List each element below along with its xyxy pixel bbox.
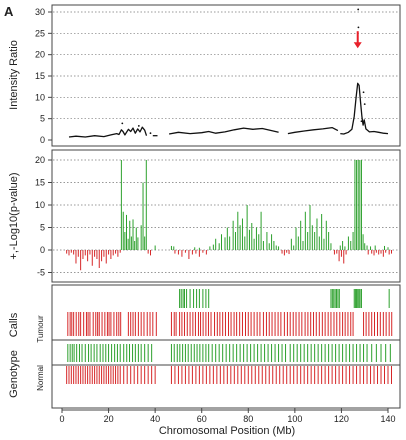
pvalue-y-tick-label: 5	[40, 223, 45, 233]
x-tick-label: 40	[150, 414, 160, 424]
pvalue-y-ticks: -5 0 5 10 15 20	[35, 155, 52, 278]
x-tick-label: 80	[243, 414, 253, 424]
pvalue-y-tick-label: -5	[37, 268, 45, 278]
intensity-outlier-point	[149, 132, 152, 135]
intensity-y-tick-label: 20	[35, 50, 45, 60]
intensity-outlier-point	[360, 120, 363, 123]
pvalue-y-tick-label: 10	[35, 200, 45, 210]
intensity-gridlines	[53, 11, 399, 120]
peak-arrow	[353, 31, 362, 49]
pvalue-y-tick-label: 0	[40, 245, 45, 255]
x-tick-label: 140	[380, 414, 395, 424]
pvalue-frame	[51, 149, 401, 283]
intensity-y-tick-label: 10	[35, 92, 45, 102]
calls-frame	[51, 284, 401, 366]
arrow-head	[353, 42, 362, 49]
x-axis-label: Chromosomal Position (Mb)	[159, 425, 295, 437]
pvalue-y-tick-label: 20	[35, 155, 45, 165]
intensity-outliers	[121, 8, 366, 135]
intensity-y-tick-label: 0	[40, 135, 45, 145]
intensity-outlier-point	[357, 26, 360, 29]
intensity-frame	[51, 4, 401, 147]
pvalue-y-label: +,-Log10(p-value)	[8, 172, 20, 259]
intensity-y-tick-label: 30	[35, 7, 45, 17]
genotype-track-label: Normal	[36, 365, 45, 391]
intensity-line-segment	[68, 126, 148, 138]
calls-ticks	[67, 289, 393, 336]
intensity-outlier-point	[357, 8, 360, 11]
genotype-y-label: Genotype	[8, 350, 20, 398]
x-tick-label: 0	[59, 414, 64, 424]
calls-y-label: Calls	[8, 312, 20, 337]
intensity-y-ticks: 0 5 10 15 20 25 30	[35, 7, 52, 145]
intensity-line-segment	[287, 126, 339, 135]
x-tick-label: 60	[197, 414, 207, 424]
intensity-outlier-point	[362, 91, 365, 94]
intensity-y-tick-label: 5	[40, 114, 45, 124]
x-tick-label: 100	[287, 414, 302, 424]
intensity-panel: 0 5 10 15 20 25 30 Intensity Ratio	[8, 4, 401, 147]
genotype-panel: Genotype Normal	[8, 339, 401, 409]
panel-letter: A	[4, 4, 14, 19]
intensity-outlier-point	[363, 103, 366, 106]
pvalue-bars	[66, 160, 392, 271]
intensity-y-tick-label: 25	[35, 28, 45, 38]
x-tick-label: 20	[104, 414, 114, 424]
intensity-y-label: Intensity Ratio	[8, 40, 20, 110]
x-axis: 0 20 40 60 80 100 120 140	[59, 408, 396, 424]
genotype-ticks	[66, 344, 392, 384]
pvalue-panel: -5 0 5 10 15 20 +,-Log10(p-value)	[8, 149, 401, 283]
intensity-series	[68, 82, 389, 138]
pvalue-gridlines	[53, 159, 399, 273]
intensity-line-segment	[340, 82, 389, 135]
intensity-outlier-point	[137, 125, 140, 127]
pvalue-y-tick-label: 15	[35, 178, 45, 188]
intensity-y-tick-label: 15	[35, 71, 45, 81]
genotype-frame	[51, 339, 401, 409]
intensity-line-segment	[168, 127, 279, 135]
calls-panel: Calls Tumour	[8, 284, 401, 366]
x-tick-label: 120	[334, 414, 349, 424]
intensity-outlier-point	[121, 122, 124, 125]
calls-track-label: Tumour	[36, 315, 45, 343]
